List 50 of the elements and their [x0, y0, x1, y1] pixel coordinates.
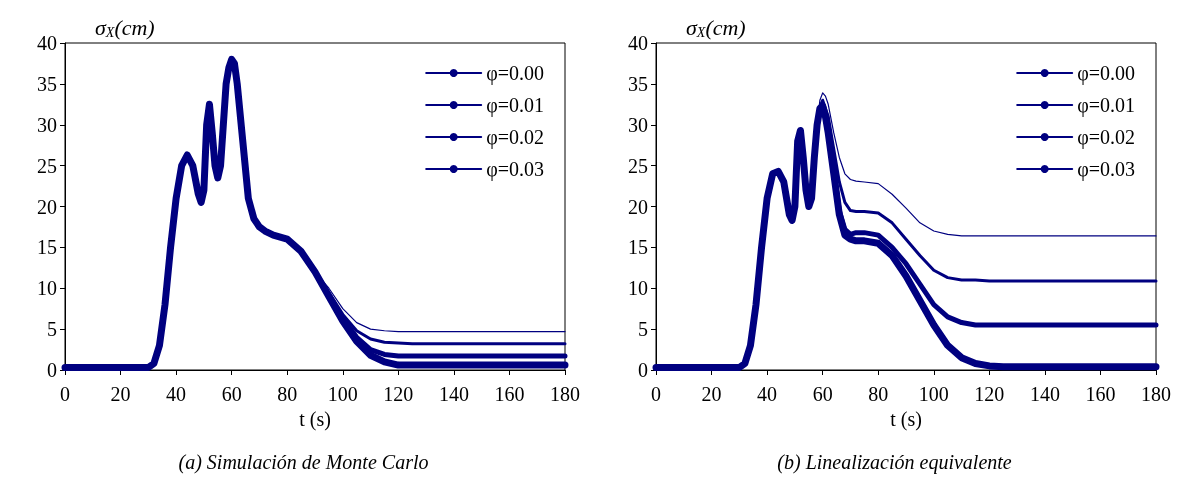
y-tick-label: 40: [37, 32, 57, 54]
y-tick-label: 0: [638, 359, 648, 381]
x-tick-label: 80: [868, 383, 889, 405]
y-tick-label: 15: [37, 236, 57, 259]
x-tick-label: 20: [110, 383, 131, 405]
y-tick-label: 25: [628, 154, 648, 177]
x-tick-label: 60: [812, 383, 833, 405]
x-tick-label: 40: [166, 383, 187, 405]
x-tick-label: 100: [327, 383, 358, 405]
y-axis-title: σX(cm): [95, 14, 155, 40]
x-tick-label: 60: [221, 383, 242, 405]
y-tick-label: 10: [37, 277, 57, 300]
x-tick-label: 140: [1029, 383, 1060, 405]
x-tick-label: 100: [918, 383, 949, 405]
x-tick-label: 20: [701, 383, 722, 405]
y-tick-label: 30: [37, 113, 57, 136]
x-axis-title: t (s): [299, 407, 331, 431]
y-tick-label: 5: [638, 318, 648, 341]
x-tick-label: 180: [1141, 383, 1171, 405]
x-tick-label: 80: [277, 383, 298, 405]
y-tick-label: 20: [37, 195, 57, 218]
y-axis-title: σX(cm): [686, 14, 746, 40]
legend-label: φ=0.03: [486, 158, 545, 181]
legend-label: φ=0.01: [486, 94, 545, 117]
legend-label: φ=0.00: [1077, 62, 1136, 85]
x-tick-label: 120: [974, 383, 1005, 405]
x-tick-label: 160: [1085, 383, 1116, 405]
legend-label: φ=0.02: [1077, 126, 1136, 149]
y-tick-label: 0: [47, 359, 57, 381]
legend-label: φ=0.01: [1077, 94, 1136, 117]
y-tick-label: 5: [47, 318, 57, 341]
x-tick-label: 40: [757, 383, 778, 405]
y-tick-label: 15: [628, 236, 648, 259]
legend-label: φ=0.03: [1077, 158, 1136, 181]
legend-label: φ=0.02: [486, 126, 545, 149]
y-tick-label: 10: [628, 277, 648, 300]
y-tick-label: 35: [628, 72, 648, 95]
y-tick-label: 40: [628, 32, 648, 54]
text: (a) Simulación de Monte Carlo: [178, 451, 429, 474]
x-tick-label: 120: [383, 383, 414, 405]
y-tick-label: 30: [628, 113, 648, 136]
y-tick-label: 25: [37, 154, 57, 177]
x-tick-label: 160: [494, 383, 525, 405]
y-tick-label: 35: [37, 72, 57, 95]
y-tick-label: 20: [628, 195, 648, 218]
x-tick-label: 140: [438, 383, 469, 405]
x-axis-title: t (s): [890, 407, 922, 431]
x-tick-label: 180: [550, 383, 580, 405]
text: (b) Linealización equivalente: [777, 451, 1012, 474]
legend-label: φ=0.00: [486, 62, 545, 85]
